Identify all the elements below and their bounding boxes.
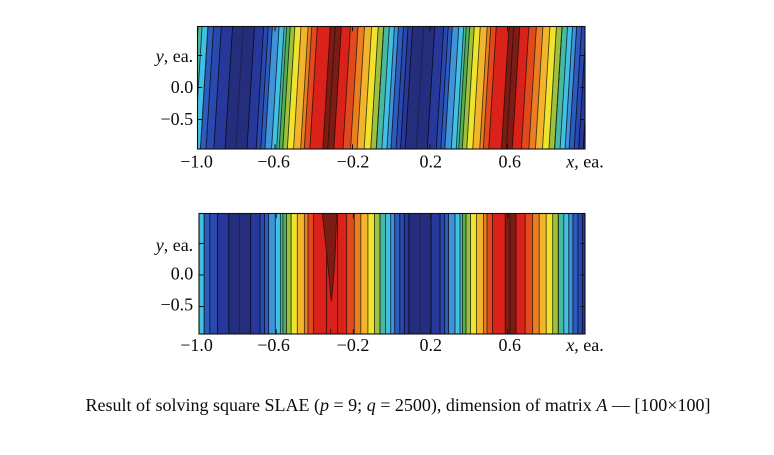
svg-text:−1.0: −1.0: [180, 335, 213, 355]
svg-text:−0.2: −0.2: [337, 335, 370, 355]
svg-text:x, ea.: x, ea.: [565, 151, 603, 171]
svg-text:−0.5: −0.5: [161, 295, 194, 315]
svg-text:y, ea.: y, ea.: [154, 46, 193, 66]
svg-text:0.0: 0.0: [171, 77, 194, 97]
svg-text:0.2: 0.2: [420, 335, 443, 355]
svg-text:0.6: 0.6: [499, 335, 522, 355]
svg-text:−0.6: −0.6: [257, 151, 290, 171]
svg-text:−0.2: −0.2: [337, 151, 370, 171]
svg-text:y, ea.: y, ea.: [154, 235, 193, 255]
svg-text:0.2: 0.2: [420, 151, 443, 171]
svg-text:−0.6: −0.6: [257, 335, 290, 355]
svg-text:−0.5: −0.5: [161, 109, 194, 129]
svg-text:0.0: 0.0: [171, 263, 194, 283]
svg-text:x, ea.: x, ea.: [565, 335, 603, 355]
svg-text:0.6: 0.6: [499, 151, 522, 171]
svg-text:−1.0: −1.0: [180, 151, 213, 171]
